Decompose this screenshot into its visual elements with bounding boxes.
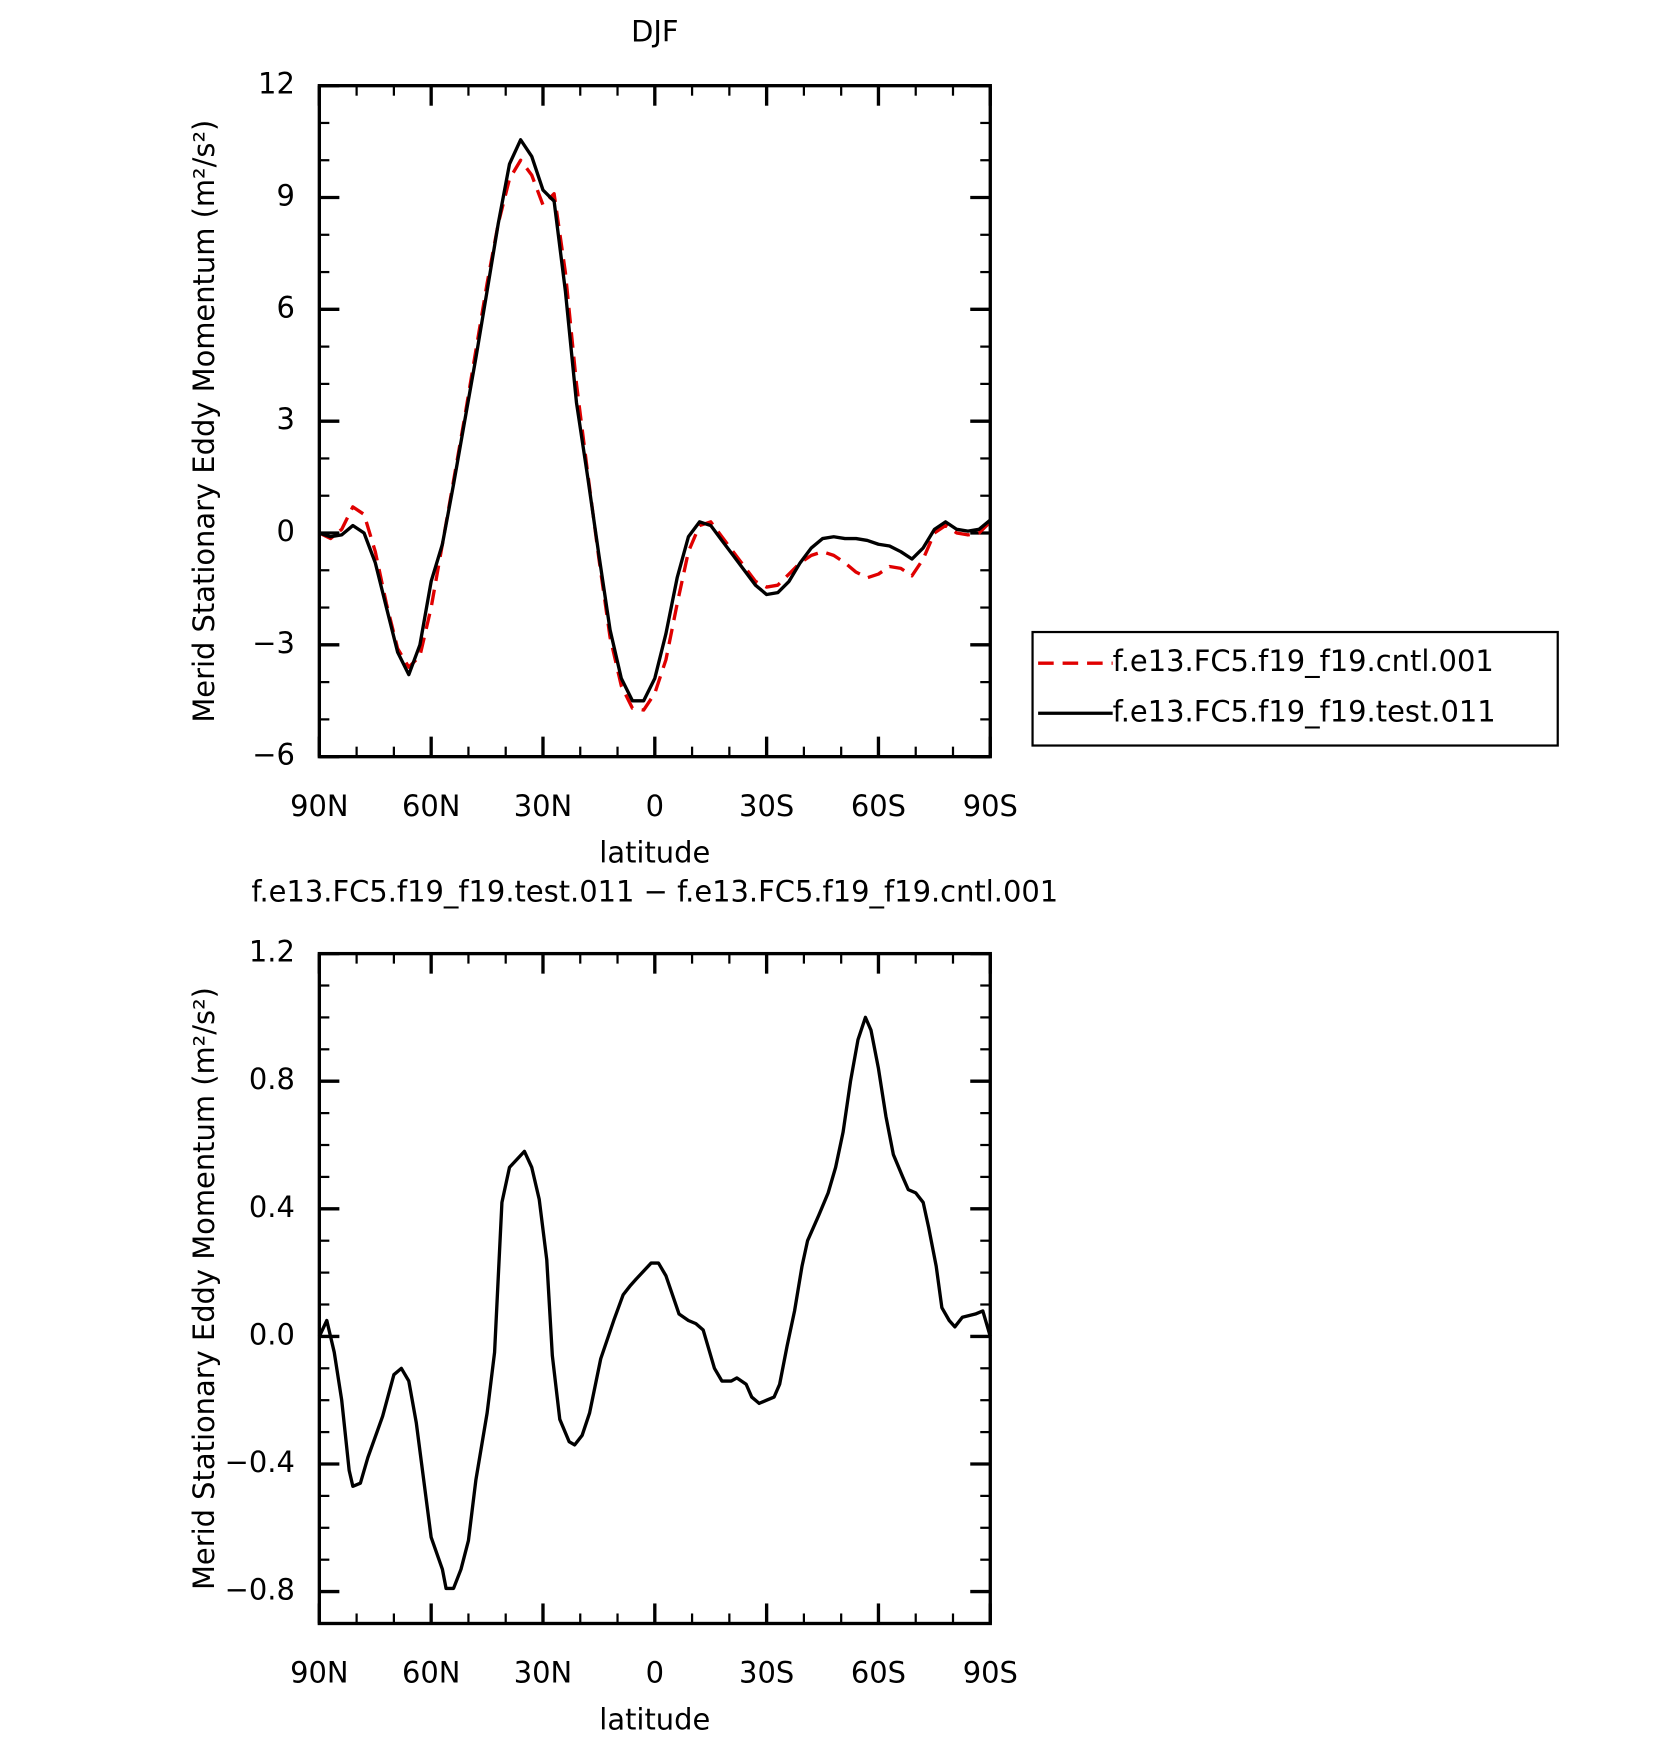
x-tick-label: 60N <box>402 789 460 823</box>
x-tick-label: 30S <box>739 1656 794 1690</box>
y-axis-label: Merid Stationary Eddy Momentum (m²/s²) <box>187 987 221 1590</box>
x-tick-label: 90N <box>290 789 348 823</box>
y-tick-label: 9 <box>276 179 294 213</box>
y-tick-label: 0.0 <box>249 1317 295 1351</box>
x-tick-label: 0 <box>646 1656 664 1690</box>
y-tick-label: −6 <box>252 738 295 772</box>
y-tick-label: 0.8 <box>249 1062 295 1096</box>
x-tick-label: 90S <box>963 789 1018 823</box>
data-line <box>317 1015 992 1591</box>
legend-box <box>1031 630 1559 747</box>
x-tick-label: 90S <box>963 1656 1018 1690</box>
x-tick-label: 90N <box>290 1656 348 1690</box>
plot-frame <box>317 84 992 759</box>
y-tick-label: 12 <box>258 67 295 101</box>
y-tick-label: −3 <box>252 626 295 660</box>
plot-frame <box>317 951 992 1626</box>
x-axis-label: latitude <box>599 1702 710 1736</box>
y-axis-label: Merid Stationary Eddy Momentum (m²/s²) <box>187 120 221 723</box>
y-tick-label: −0.4 <box>225 1445 295 1479</box>
y-tick-label: 0 <box>276 514 294 548</box>
data-line <box>318 158 992 712</box>
x-tick-label: 60N <box>402 1656 460 1690</box>
x-tick-label: 30N <box>514 789 572 823</box>
x-tick-label: 30S <box>739 789 794 823</box>
x-axis-label: latitude <box>599 836 710 870</box>
chart-title: f.e13.FC5.f19_f19.test.011 − f.e13.FC5.f… <box>251 875 1058 909</box>
data-line <box>318 138 992 703</box>
y-tick-label: 6 <box>276 290 294 324</box>
x-tick-label: 60S <box>851 789 906 823</box>
chart-title: DJF <box>631 14 678 48</box>
x-tick-label: 30N <box>514 1656 572 1690</box>
y-tick-label: 0.4 <box>249 1190 295 1224</box>
y-tick-label: −0.8 <box>225 1573 295 1607</box>
y-tick-label: 3 <box>276 402 294 436</box>
y-tick-label: 1.2 <box>249 935 295 969</box>
legend-label: f.e13.FC5.f19_f19.test.011 <box>1113 694 1496 728</box>
legend-label: f.e13.FC5.f19_f19.cntl.001 <box>1113 644 1494 678</box>
x-tick-label: 0 <box>646 789 664 823</box>
x-tick-label: 60S <box>851 1656 906 1690</box>
